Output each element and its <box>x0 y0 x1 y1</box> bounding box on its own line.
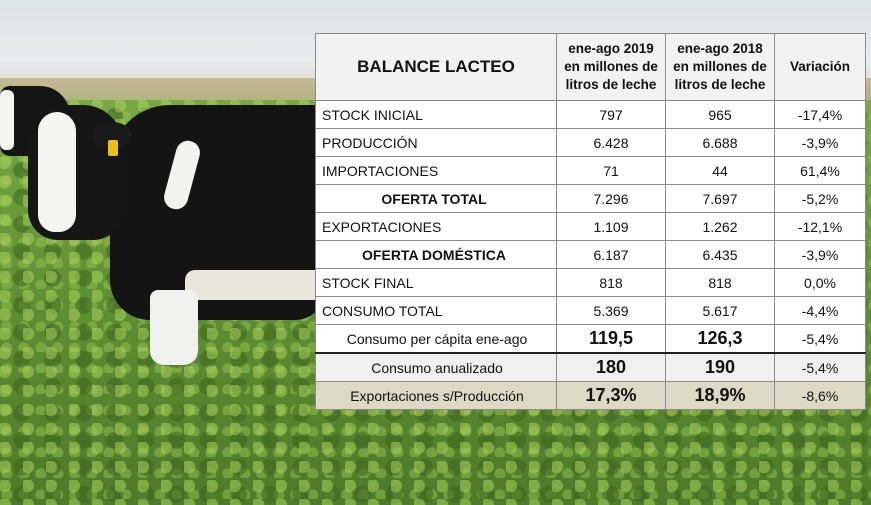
value-variation: 61,4% <box>774 156 866 185</box>
table-row: Exportaciones s/Producción 17,3% 18,9% -… <box>315 381 866 410</box>
header-2018-line3: litros de leche <box>674 77 766 92</box>
row-label: Consumo anualizado <box>315 352 557 382</box>
row-label: IMPORTACIONES <box>315 156 557 185</box>
row-label: Exportaciones s/Producción <box>315 381 557 410</box>
header-2019-line1: ene-ago 2019 <box>568 41 654 56</box>
value-2018: 5.617 <box>665 296 775 325</box>
photo-cow-belly <box>185 270 325 300</box>
value-variation: -12,1% <box>774 212 866 241</box>
value-variation: -5,2% <box>774 184 866 213</box>
value-variation: -3,9% <box>774 128 866 157</box>
value-2018: 965 <box>665 100 775 129</box>
table-row: CONSUMO TOTAL 5.369 5.617 -4,4% <box>315 296 866 325</box>
row-label: STOCK FINAL <box>315 268 557 297</box>
milk-balance-table: BALANCE LACTEO ene-ago 2019 en millones … <box>315 33 866 410</box>
value-variation: -5,4% <box>774 352 866 382</box>
value-2018: 6.688 <box>665 128 775 157</box>
value-2018: 18,9% <box>665 381 775 410</box>
value-variation: -3,9% <box>774 240 866 269</box>
value-variation: -8,6% <box>774 381 866 410</box>
header-2018-line1: ene-ago 2018 <box>677 41 763 56</box>
value-2018: 126,3 <box>665 324 775 354</box>
table-row: STOCK INICIAL 797 965 -17,4% <box>315 100 866 129</box>
header-2019: ene-ago 2019 en millones de litros de le… <box>556 33 666 101</box>
photo-ear-tag <box>108 140 118 156</box>
header-variation: Variación <box>774 33 866 101</box>
value-variation: -17,4% <box>774 100 866 129</box>
row-label: Consumo per cápita ene-ago <box>315 324 557 354</box>
value-2018: 1.262 <box>665 212 775 241</box>
photo-cow-leg <box>150 290 198 365</box>
row-label: CONSUMO TOTAL <box>315 296 557 325</box>
value-2018: 7.697 <box>665 184 775 213</box>
table-row: Consumo per cápita ene-ago 119,5 126,3 -… <box>315 324 866 354</box>
table-row: OFERTA DOMÉSTICA 6.187 6.435 -3,9% <box>315 240 866 269</box>
table-row: EXPORTACIONES 1.109 1.262 -12,1% <box>315 212 866 241</box>
table-row: OFERTA TOTAL 7.296 7.697 -5,2% <box>315 184 866 213</box>
value-2019: 119,5 <box>556 324 666 354</box>
header-2019-line2: en millones de <box>564 59 658 74</box>
row-label: EXPORTACIONES <box>315 212 557 241</box>
value-variation: 0,0% <box>774 268 866 297</box>
header-2019-line3: litros de leche <box>565 77 657 92</box>
value-2019: 17,3% <box>556 381 666 410</box>
value-2018: 44 <box>665 156 775 185</box>
value-variation: -4,4% <box>774 296 866 325</box>
value-2019: 180 <box>556 352 666 382</box>
value-2018: 818 <box>665 268 775 297</box>
value-2019: 6.428 <box>556 128 666 157</box>
value-2019: 7.296 <box>556 184 666 213</box>
table-header-row: BALANCE LACTEO ene-ago 2019 en millones … <box>315 33 866 101</box>
value-variation: -5,4% <box>774 324 866 354</box>
value-2019: 1.109 <box>556 212 666 241</box>
row-label: STOCK INICIAL <box>315 100 557 129</box>
row-label: OFERTA DOMÉSTICA <box>315 240 557 269</box>
table-title: BALANCE LACTEO <box>315 33 557 101</box>
photo-cow-face <box>38 112 76 232</box>
photo-second-cow-face <box>0 90 14 150</box>
value-2019: 5.369 <box>556 296 666 325</box>
table-row: Consumo anualizado 180 190 -5,4% <box>315 352 866 382</box>
value-2019: 6.187 <box>556 240 666 269</box>
row-label: OFERTA TOTAL <box>315 184 557 213</box>
table-row: IMPORTACIONES 71 44 61,4% <box>315 156 866 185</box>
value-2019: 797 <box>556 100 666 129</box>
value-2019: 71 <box>556 156 666 185</box>
table-row: PRODUCCIÓN 6.428 6.688 -3,9% <box>315 128 866 157</box>
table-row: STOCK FINAL 818 818 0,0% <box>315 268 866 297</box>
row-label: PRODUCCIÓN <box>315 128 557 157</box>
value-2018: 190 <box>665 352 775 382</box>
header-2018: ene-ago 2018 en millones de litros de le… <box>665 33 775 101</box>
value-2019: 818 <box>556 268 666 297</box>
header-2018-line2: en millones de <box>673 59 767 74</box>
value-2018: 6.435 <box>665 240 775 269</box>
